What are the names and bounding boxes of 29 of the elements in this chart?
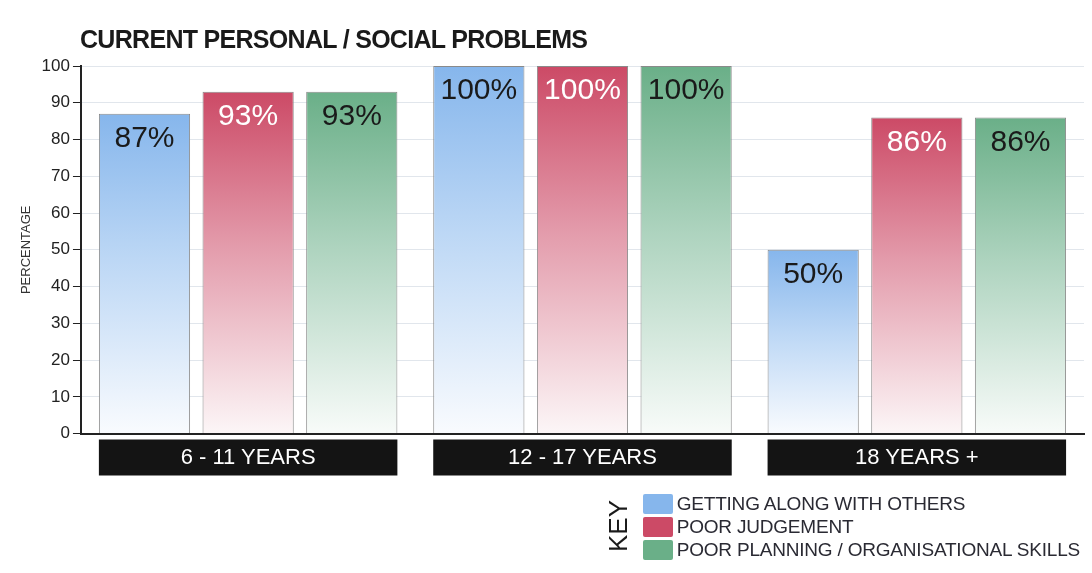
- data-label: 50%: [783, 256, 844, 290]
- y-tick-label: 50: [51, 239, 70, 259]
- y-tick-label: 10: [51, 386, 70, 406]
- y-tick-label: 100: [41, 55, 70, 75]
- data-label: 86%: [886, 123, 947, 157]
- legend-title: KEY: [602, 500, 633, 553]
- y-tick-label: 0: [60, 423, 70, 443]
- y-tick-label: 40: [51, 276, 70, 296]
- data-label: 93%: [218, 98, 279, 131]
- y-tick-label: 20: [51, 349, 70, 369]
- x-tick-label: 18 YEARS +: [854, 443, 979, 469]
- y-tick-label: 70: [51, 165, 70, 185]
- y-tick-label: 80: [51, 129, 70, 149]
- legend-label: POOR JUDGEMENT: [676, 515, 854, 538]
- chart-title: CURRENT PERSONAL / SOCIAL PROBLEMS: [80, 25, 588, 54]
- data-label: 100%: [544, 72, 621, 106]
- y-tick-label: 60: [51, 202, 70, 222]
- data-label: 100%: [440, 72, 518, 106]
- data-label: 87%: [114, 120, 175, 154]
- data-label: 86%: [990, 123, 1051, 157]
- data-label: 93%: [321, 98, 382, 131]
- x-tick-label: 12 - 17 YEARS: [508, 443, 657, 469]
- y-axis-title: PERCENTAGE: [18, 205, 34, 295]
- data-label: 100%: [647, 72, 725, 106]
- x-tick-label: 6 - 11 YEARS: [180, 443, 316, 469]
- legend-label: POOR PLANNING / ORGANISATIONAL SKILLS: [676, 538, 1080, 561]
- y-tick-label: 30: [51, 313, 70, 333]
- legend-label: GETTING ALONG WITH OTHERS: [676, 492, 966, 515]
- y-tick-label: 90: [51, 92, 70, 112]
